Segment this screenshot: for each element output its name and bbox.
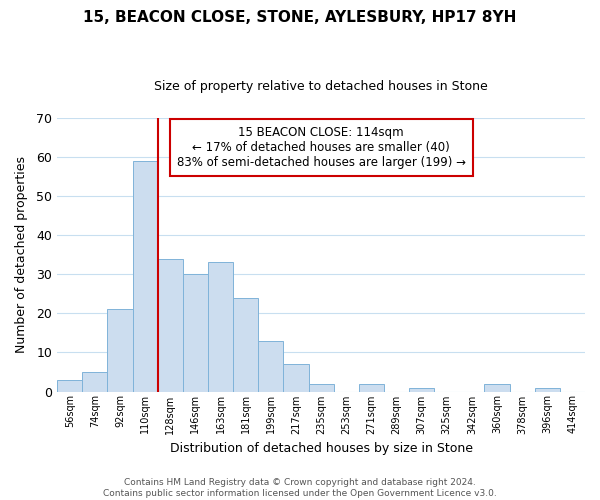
X-axis label: Distribution of detached houses by size in Stone: Distribution of detached houses by size …	[170, 442, 473, 455]
Bar	[283, 364, 308, 392]
Bar	[308, 384, 334, 392]
Bar	[359, 384, 384, 392]
Bar	[409, 388, 434, 392]
Bar	[107, 310, 133, 392]
Bar	[233, 298, 258, 392]
Y-axis label: Number of detached properties: Number of detached properties	[15, 156, 28, 353]
Bar	[57, 380, 82, 392]
Text: 15 BEACON CLOSE: 114sqm
← 17% of detached houses are smaller (40)
83% of semi-de: 15 BEACON CLOSE: 114sqm ← 17% of detache…	[176, 126, 466, 169]
Bar	[183, 274, 208, 392]
Bar	[535, 388, 560, 392]
Bar	[208, 262, 233, 392]
Bar	[258, 340, 283, 392]
Text: 15, BEACON CLOSE, STONE, AYLESBURY, HP17 8YH: 15, BEACON CLOSE, STONE, AYLESBURY, HP17…	[83, 10, 517, 25]
Text: Contains HM Land Registry data © Crown copyright and database right 2024.
Contai: Contains HM Land Registry data © Crown c…	[103, 478, 497, 498]
Bar	[133, 161, 158, 392]
Bar	[158, 258, 183, 392]
Bar	[82, 372, 107, 392]
Bar	[484, 384, 509, 392]
Title: Size of property relative to detached houses in Stone: Size of property relative to detached ho…	[154, 80, 488, 93]
